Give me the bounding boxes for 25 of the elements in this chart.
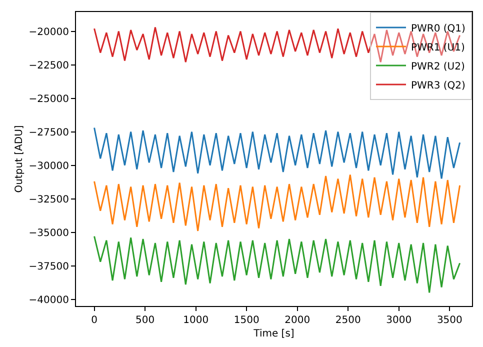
x-tick-label: 1500 (234, 315, 260, 326)
x-axis-title: Time [s] (252, 328, 294, 340)
line-series (94, 127, 461, 180)
y-tick-label: −27500 (28, 127, 69, 138)
y-tick-label: −22500 (28, 60, 69, 72)
y-tick-label: −37500 (28, 261, 69, 272)
legend-label: PWR0 (Q1) (411, 23, 466, 34)
y-tick-label: −32500 (28, 194, 69, 206)
y-tick-label: −30000 (28, 160, 69, 172)
x-tick-label: 2500 (335, 315, 361, 326)
legend-label: PWR2 (U2) (411, 61, 465, 72)
x-tick-label: 500 (136, 315, 155, 326)
x-tick-label: 3000 (386, 315, 412, 326)
line-series (94, 174, 461, 232)
y-tick-label: −35000 (28, 228, 69, 239)
x-tick-label: 0 (91, 315, 98, 326)
x-tick-label: 1000 (183, 315, 209, 326)
x-tick-label: 2000 (284, 315, 310, 326)
y-axis-title: Output [ADU] (14, 125, 25, 193)
y-tick-label: −25000 (28, 94, 69, 105)
line-series (94, 236, 461, 294)
y-tick-label: −40000 (28, 294, 69, 306)
y-tick-label: −20000 (28, 26, 69, 38)
legend-label: PWR3 (Q2) (411, 80, 466, 92)
x-tick-label: 3500 (436, 315, 462, 326)
